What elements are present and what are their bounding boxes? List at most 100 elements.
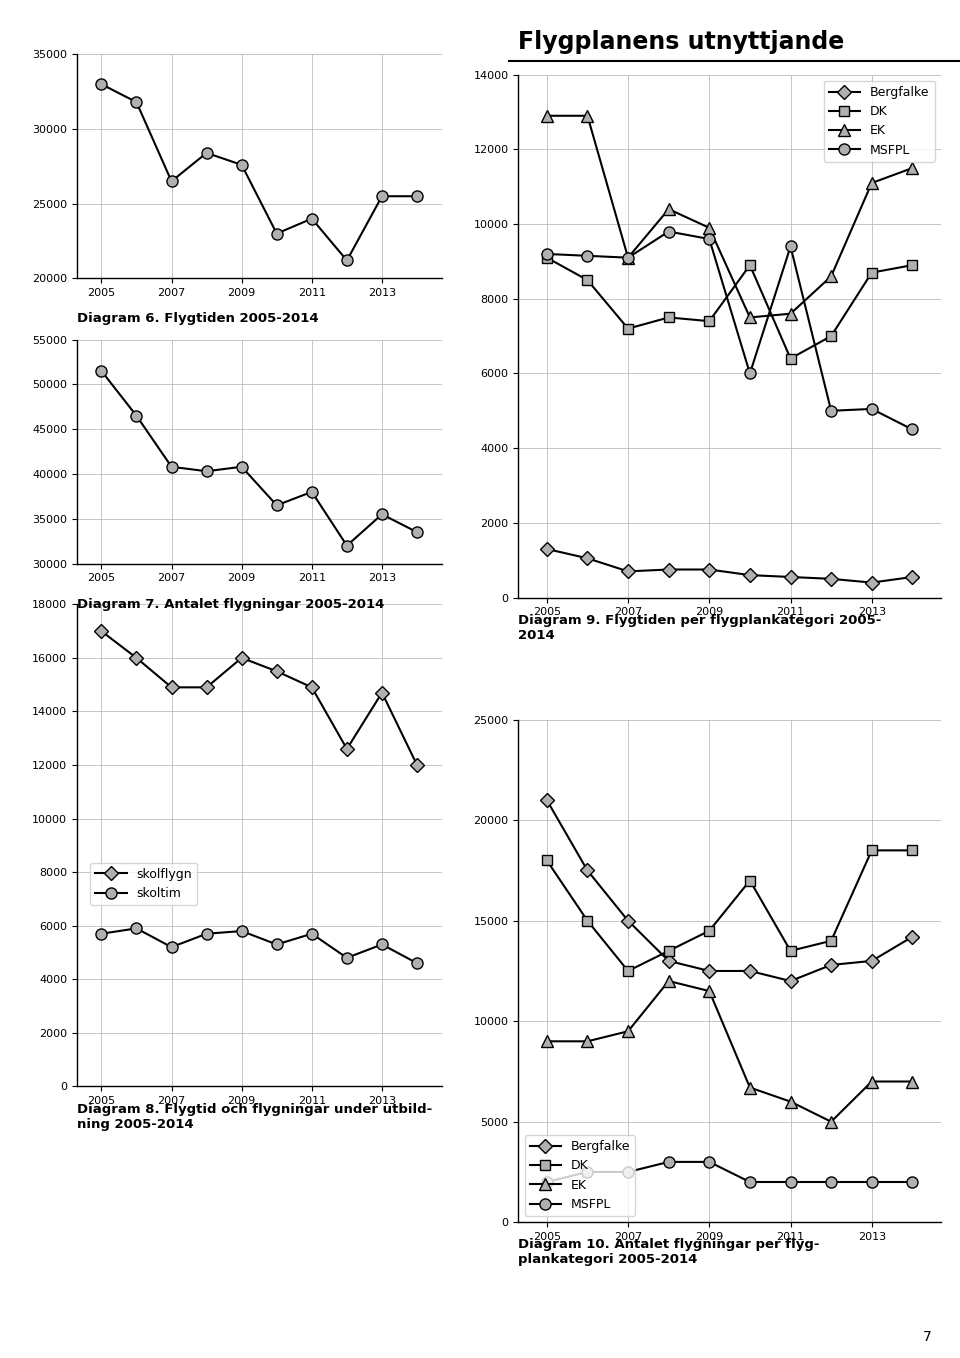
- skoltim: [411, 955, 422, 971]
- Text: Diagram 6. Flygtiden 2005-2014: Diagram 6. Flygtiden 2005-2014: [77, 312, 319, 326]
- EK: [744, 310, 756, 326]
- Bergfalke: [866, 574, 877, 591]
- Line: EK: EK: [541, 975, 918, 1127]
- Bergfalke: [704, 963, 715, 979]
- Bergfalke: [582, 862, 593, 879]
- MSFPL: [704, 231, 715, 247]
- Line: skoltim: skoltim: [96, 923, 422, 968]
- EK: [541, 107, 553, 124]
- Legend: Bergfalke, DK, EK, MSFPL: Bergfalke, DK, EK, MSFPL: [525, 1135, 636, 1215]
- DK: [541, 853, 553, 869]
- Legend: skolflygn, skoltim: skolflygn, skoltim: [90, 862, 197, 904]
- MSFPL: [826, 402, 837, 418]
- EK: [582, 1033, 593, 1050]
- Text: Flygplanens utnyttjande: Flygplanens utnyttjande: [518, 30, 845, 54]
- MSFPL: [784, 238, 796, 254]
- DK: [663, 310, 675, 326]
- Line: skolflygn: skolflygn: [97, 626, 421, 770]
- EK: [663, 201, 675, 217]
- EK: [906, 160, 918, 177]
- Line: MSFPL: MSFPL: [541, 225, 918, 435]
- Line: DK: DK: [542, 253, 917, 364]
- skoltim: [131, 921, 142, 937]
- skolflygn: [131, 649, 142, 665]
- DK: [744, 872, 756, 888]
- EK: [826, 1114, 837, 1130]
- MSFPL: [826, 1173, 837, 1190]
- skolflygn: [271, 663, 282, 679]
- skolflygn: [201, 679, 212, 695]
- Bergfalke: [663, 953, 675, 970]
- EK: [866, 175, 877, 191]
- Line: MSFPL: MSFPL: [541, 1157, 918, 1187]
- Bergfalke: [866, 953, 877, 970]
- skolflygn: [376, 684, 388, 701]
- EK: [541, 1033, 553, 1050]
- EK: [622, 1023, 634, 1039]
- Text: Diagram 10. Antalet flygningar per flyg-
plankategori 2005-2014: Diagram 10. Antalet flygningar per flyg-…: [518, 1238, 820, 1267]
- EK: [826, 268, 837, 284]
- EK: [704, 983, 715, 999]
- skolflygn: [341, 741, 352, 758]
- EK: [582, 107, 593, 124]
- MSFPL: [541, 246, 553, 262]
- DK: [622, 963, 634, 979]
- Bergfalke: [582, 550, 593, 566]
- Text: 7: 7: [923, 1331, 931, 1344]
- skoltim: [376, 936, 388, 952]
- Bergfalke: [906, 569, 918, 585]
- Line: Bergfalke: Bergfalke: [542, 796, 917, 986]
- DK: [622, 320, 634, 337]
- DK: [906, 842, 918, 858]
- MSFPL: [906, 1173, 918, 1190]
- DK: [704, 312, 715, 329]
- Bergfalke: [541, 540, 553, 557]
- skoltim: [306, 926, 318, 942]
- skoltim: [341, 949, 352, 966]
- Bergfalke: [622, 913, 634, 929]
- Line: EK: EK: [541, 110, 918, 323]
- MSFPL: [784, 1173, 796, 1190]
- Bergfalke: [541, 792, 553, 808]
- Bergfalke: [784, 569, 796, 585]
- Bergfalke: [744, 568, 756, 584]
- DK: [784, 942, 796, 959]
- Text: Diagram 7. Antalet flygningar 2005-2014: Diagram 7. Antalet flygningar 2005-2014: [77, 598, 384, 611]
- skolflygn: [306, 679, 318, 695]
- DK: [541, 250, 553, 266]
- Line: DK: DK: [542, 846, 917, 976]
- MSFPL: [622, 1164, 634, 1180]
- MSFPL: [704, 1154, 715, 1171]
- MSFPL: [744, 1173, 756, 1190]
- MSFPL: [582, 1164, 593, 1180]
- DK: [582, 913, 593, 929]
- MSFPL: [663, 223, 675, 239]
- EK: [704, 220, 715, 236]
- Bergfalke: [826, 957, 837, 974]
- DK: [826, 327, 837, 344]
- skoltim: [166, 938, 178, 955]
- DK: [866, 265, 877, 281]
- MSFPL: [744, 365, 756, 382]
- DK: [906, 257, 918, 273]
- MSFPL: [866, 401, 877, 417]
- skolflygn: [236, 649, 248, 665]
- EK: [744, 1080, 756, 1096]
- Line: Bergfalke: Bergfalke: [542, 545, 917, 588]
- DK: [582, 272, 593, 288]
- DK: [866, 842, 877, 858]
- MSFPL: [622, 250, 634, 266]
- DK: [704, 922, 715, 938]
- Legend: Bergfalke, DK, EK, MSFPL: Bergfalke, DK, EK, MSFPL: [824, 81, 934, 162]
- skolflygn: [96, 623, 108, 640]
- EK: [622, 250, 634, 266]
- MSFPL: [906, 421, 918, 437]
- EK: [906, 1073, 918, 1089]
- Bergfalke: [622, 564, 634, 580]
- skoltim: [96, 926, 108, 942]
- MSFPL: [866, 1173, 877, 1190]
- skolflygn: [166, 679, 178, 695]
- MSFPL: [663, 1154, 675, 1171]
- MSFPL: [541, 1173, 553, 1190]
- skoltim: [236, 923, 248, 940]
